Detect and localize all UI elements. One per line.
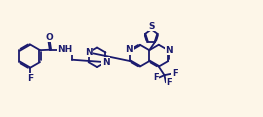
Text: N: N [166,46,173,55]
Text: NH: NH [57,45,72,54]
Text: N: N [102,58,109,67]
Text: N: N [126,45,133,54]
Text: F: F [27,74,33,83]
Text: N: N [85,48,92,57]
Text: F: F [153,73,159,82]
Text: O: O [45,33,53,42]
Text: F: F [166,78,172,87]
Text: S: S [148,22,155,31]
Text: F: F [172,69,178,78]
